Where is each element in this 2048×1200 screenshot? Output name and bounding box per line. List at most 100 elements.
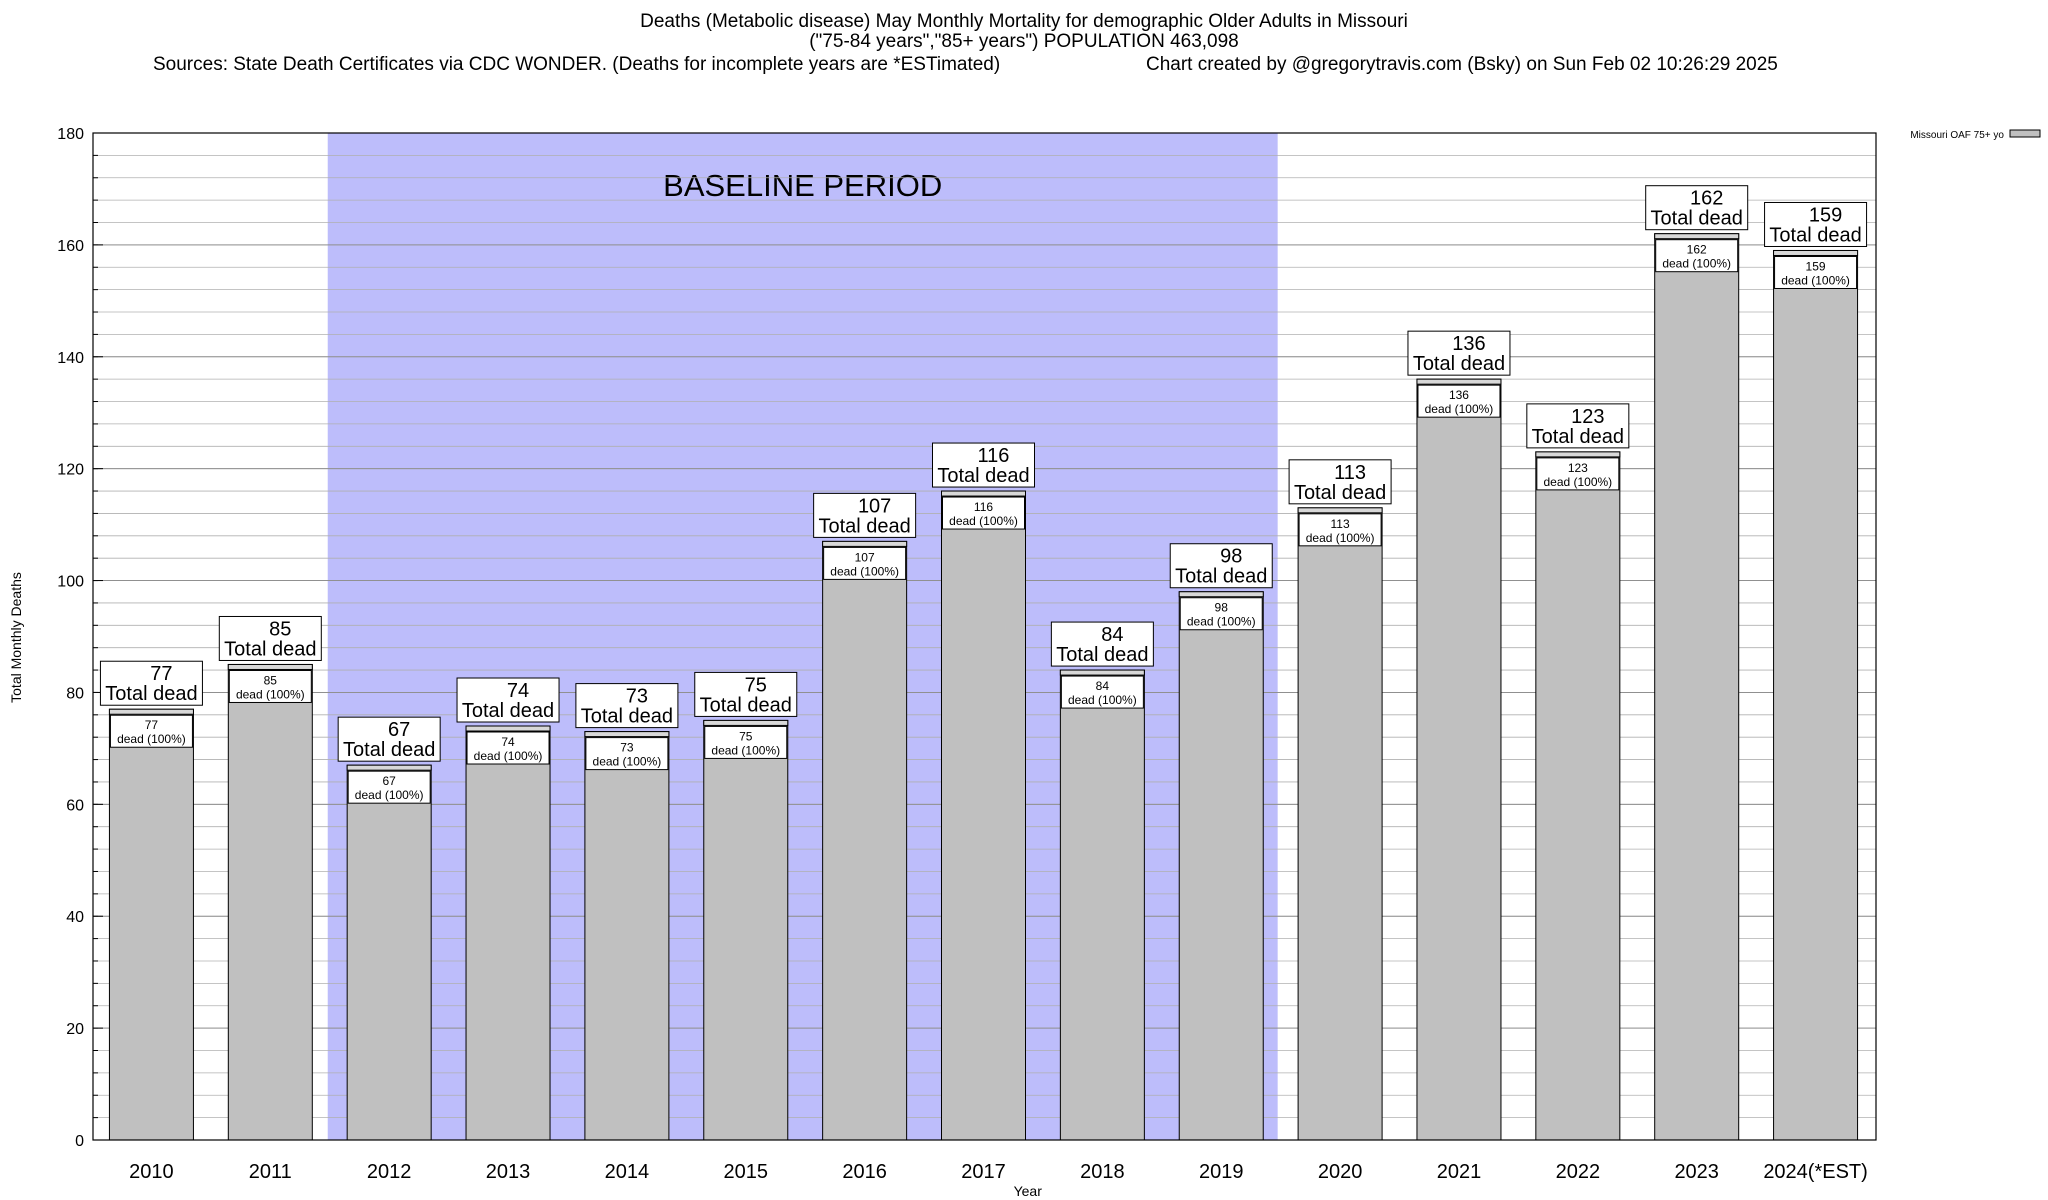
total-label-box <box>1407 330 1511 376</box>
ytick-label: 80 <box>66 685 84 702</box>
bar-top-segment <box>227 663 313 670</box>
total-value-label: 84 <box>1101 624 1123 646</box>
total-label-box <box>99 660 203 706</box>
bar-value-label: 162 <box>1687 243 1707 257</box>
bar-percent-label: dead (100%) <box>593 755 662 769</box>
xtick-label: 2016 <box>842 1161 887 1183</box>
total-value-label: 75 <box>745 674 767 696</box>
ytick-label: 60 <box>66 797 84 814</box>
bar <box>1535 451 1621 1141</box>
total-dead-label: Total dead <box>1769 224 1861 246</box>
xtick-label: 2019 <box>1199 1161 1244 1183</box>
bar <box>1654 233 1740 1141</box>
bar-top-segment <box>941 490 1026 497</box>
bar-value-label: 159 <box>1806 259 1826 273</box>
bar-top-segment <box>1416 378 1502 385</box>
bar-value-label: 84 <box>1096 679 1110 693</box>
bar-percent-label: dead (100%) <box>1068 693 1137 707</box>
bar-label-box <box>942 496 1025 530</box>
bar-value-label: 74 <box>501 735 515 749</box>
bar <box>1178 591 1264 1141</box>
bar-value-label: 113 <box>1331 517 1350 531</box>
bar-value-label: 67 <box>382 774 396 788</box>
bar-value-label: 85 <box>264 673 278 687</box>
bar-percent-label: dead (100%) <box>830 564 899 578</box>
total-dead-label: Total dead <box>105 683 197 705</box>
total-value-label: 73 <box>626 686 648 708</box>
chart-title: Deaths (Metabolic disease) May Monthly M… <box>640 11 1408 32</box>
xtick-label: 2012 <box>367 1161 412 1183</box>
bar <box>465 725 551 1141</box>
total-dead-label: Total dead <box>937 465 1029 487</box>
total-value-label: 113 <box>1334 462 1366 484</box>
total-dead-label: Total dead <box>462 700 554 722</box>
total-dead-label: Total dead <box>1651 208 1743 230</box>
total-dead-label: Total dead <box>1294 482 1386 504</box>
bar <box>1773 249 1859 1141</box>
xtick-label: 2014 <box>605 1161 650 1183</box>
bar-percent-label: dead (100%) <box>711 743 780 757</box>
total-dead-label: Total dead <box>1413 353 1505 375</box>
bar-percent-label: dead (100%) <box>1662 257 1731 271</box>
bar-percent-label: dead (100%) <box>117 732 186 746</box>
xtick-label: 2020 <box>1318 1161 1363 1183</box>
total-label-box <box>1169 543 1273 589</box>
bar-top-segment <box>584 731 670 738</box>
bar-value-label: 123 <box>1568 461 1588 475</box>
bar-top-segment <box>1059 669 1145 676</box>
total-label-box <box>218 615 322 661</box>
total-dead-label: Total dead <box>818 515 910 537</box>
xtick-label: 2015 <box>724 1161 769 1183</box>
bar-value-label: 116 <box>974 500 993 514</box>
total-dead-label: Total dead <box>1532 426 1624 448</box>
bar-value-label: 73 <box>620 741 634 755</box>
bar-label-box <box>1298 513 1382 547</box>
bar <box>822 540 908 1141</box>
total-value-label: 74 <box>507 680 529 702</box>
total-dead-label: Total dead <box>581 706 673 728</box>
bar-top-segment <box>1178 591 1264 598</box>
xtick-label: 2024(*EST) <box>1763 1161 1868 1183</box>
xtick-label: 2011 <box>249 1161 292 1183</box>
bar-label-box <box>1774 255 1858 289</box>
total-label-box <box>575 683 679 729</box>
bar <box>346 764 432 1141</box>
bar-top-segment <box>1654 233 1740 240</box>
bar-percent-label: dead (100%) <box>1781 273 1850 287</box>
bar-label-box <box>1536 457 1620 491</box>
xtick-label: 2018 <box>1080 1161 1125 1183</box>
chart-sources: Sources: State Death Certificates via CD… <box>153 54 1001 75</box>
bar-value-label: 75 <box>739 729 753 743</box>
bar-label-box <box>1417 384 1501 418</box>
bar-label-box <box>823 546 907 580</box>
ytick-label: 140 <box>57 350 84 367</box>
bar-label-box <box>1179 597 1263 631</box>
total-label-box <box>813 492 917 538</box>
total-label-box <box>337 716 441 762</box>
total-label-box <box>1526 403 1630 449</box>
total-value-label: 136 <box>1452 333 1485 355</box>
total-label-box <box>694 671 798 717</box>
bar-percent-label: dead (100%) <box>1543 475 1612 489</box>
total-value-label: 123 <box>1571 406 1604 428</box>
xtick-label: 2023 <box>1674 1161 1719 1183</box>
total-dead-label: Total dead <box>1056 644 1148 666</box>
ytick-label: 40 <box>66 909 84 926</box>
bar-top-segment <box>1297 507 1383 514</box>
total-value-label: 77 <box>150 663 172 685</box>
bar-label-box <box>704 725 788 759</box>
bar <box>108 708 194 1141</box>
bar-top-segment <box>465 725 551 732</box>
legend-swatch <box>2009 129 2041 138</box>
xtick-label: 2021 <box>1437 1161 1482 1183</box>
bar-percent-label: dead (100%) <box>1306 531 1375 545</box>
baseline-period-label: BASELINE PERIOD <box>663 168 942 203</box>
bar-value-label: 98 <box>1215 601 1229 615</box>
bar-top-segment <box>1773 249 1859 256</box>
bar-percent-label: dead (100%) <box>1187 615 1256 629</box>
bar-label-box <box>585 737 669 771</box>
bar <box>703 719 789 1141</box>
chart-credit: Chart created by @gregorytravis.com (Bsk… <box>1146 54 1778 75</box>
bar-percent-label: dead (100%) <box>1425 402 1494 416</box>
xtick-label: 2010 <box>129 1161 174 1183</box>
